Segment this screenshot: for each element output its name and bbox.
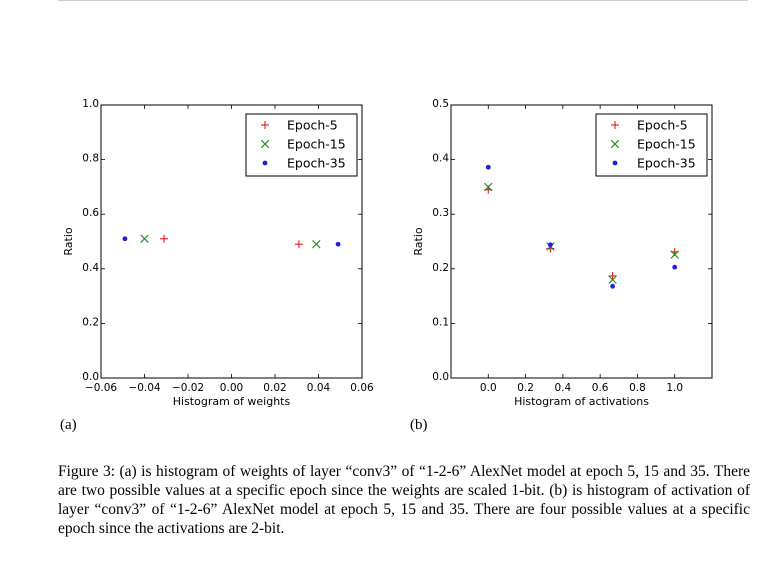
x-tick-label: 0.0	[480, 382, 497, 394]
panel-label-a: (a)	[60, 417, 77, 433]
legend-marker-epoch-15-d2	[260, 139, 270, 149]
panel-label-b: (b)	[410, 417, 428, 433]
y-tick-label: 0.4	[432, 153, 449, 165]
legend-marker-epoch-15-d2	[610, 139, 620, 149]
data-point-epoch-35	[547, 242, 553, 248]
chart-panel-b: 0.0 0.2 0.4 0.6 0.8 1.0 0.0 0.1 0.2 0.3 0.4 0.5 Hist…	[412, 98, 713, 408]
y-tick-label: 0.0	[432, 371, 449, 383]
legend-marker-epoch-5	[611, 121, 619, 129]
x-tick-label: 1.0	[666, 382, 683, 394]
legend-label-epoch-15: Epoch-15	[637, 137, 696, 152]
x-axis-label: Histogram of weights	[173, 395, 291, 408]
legend-label-epoch-35: Epoch-35	[637, 156, 696, 171]
y-tick-label: 0.2	[82, 316, 99, 328]
y-tick-label: 1.0	[82, 98, 99, 110]
x-tick-label: −0.02	[172, 382, 204, 394]
data-point-epoch-35	[335, 241, 341, 247]
chart-panel-a: −0.06 −0.04 −0.02 0.00 0.02 0.04 0.06 0.0 0.2 0.4…	[62, 98, 374, 408]
data-point-epoch-15-d2	[484, 182, 493, 192]
x-tick-label: −0.06	[85, 382, 117, 394]
data-point-epoch-35	[672, 264, 678, 270]
figure-caption: Figure 3: (a) is histogram of weights of…	[58, 463, 750, 537]
data-point-epoch-15-d2	[670, 250, 679, 259]
data-point-epoch-5	[294, 240, 303, 249]
page-top-rule	[58, 0, 748, 1]
x-tick-label: 0.00	[220, 382, 243, 394]
data-point-epoch-35	[122, 236, 128, 242]
x-tick-label: 0.4	[555, 382, 572, 394]
legend-marker-epoch-5	[261, 121, 269, 129]
data-point-epoch-15	[140, 234, 149, 243]
x-tick-label: 0.02	[263, 382, 286, 394]
x-tick-label: 0.06	[350, 382, 374, 394]
legend: Epoch-5 Epoch-15 Epoch-35	[595, 113, 708, 177]
y-tick-label: 0.3	[432, 207, 449, 219]
x-tick-label: 0.04	[307, 382, 331, 394]
y-tick-label: 0.0	[82, 371, 99, 383]
x-tick-label: 0.6	[592, 382, 609, 394]
data-point-epoch-15	[670, 250, 679, 259]
legend-label-epoch-35: Epoch-35	[287, 156, 346, 171]
legend-marker-epoch-15	[260, 139, 270, 149]
x-tick-label: 0.8	[629, 382, 646, 394]
data-point-epoch-15	[312, 240, 321, 249]
plot-frame-1	[450, 104, 713, 379]
legend-label-epoch-5: Epoch-5	[637, 118, 688, 133]
y-axis-label: Ratio	[62, 227, 75, 256]
legend-marker-epoch-35	[262, 160, 268, 166]
data-point-epoch-15	[608, 275, 617, 284]
data-point-epoch-35	[610, 283, 616, 289]
y-tick-label: 0.6	[82, 207, 99, 219]
y-tick-label: 0.8	[82, 153, 99, 165]
legend-label-epoch-5: Epoch-5	[287, 118, 338, 133]
x-tick-label: 0.2	[517, 382, 534, 394]
data-point-epoch-15	[484, 182, 493, 192]
y-tick-label: 0.5	[432, 98, 449, 110]
y-tick-label: 0.4	[82, 262, 99, 274]
x-tick-label: −0.04	[128, 382, 160, 394]
y-tick-label: 0.2	[432, 262, 449, 274]
legend-marker-epoch-35	[612, 160, 618, 166]
data-point-epoch-15-d2	[608, 275, 617, 284]
legend-label-epoch-15: Epoch-15	[287, 137, 346, 152]
y-axis-label: Ratio	[412, 227, 425, 256]
data-point-epoch-15-d2	[140, 234, 149, 243]
legend-marker-epoch-15	[610, 139, 620, 149]
data-point-epoch-35	[485, 164, 491, 170]
y-tick-label: 0.1	[432, 316, 449, 328]
data-point-epoch-5	[608, 271, 617, 280]
data-point-epoch-5	[160, 234, 169, 243]
x-axis-label: Histogram of activations	[514, 395, 649, 408]
data-point-epoch-15-d2	[312, 240, 321, 249]
legend: Epoch-5 Epoch-15 Epoch-35	[245, 113, 358, 177]
